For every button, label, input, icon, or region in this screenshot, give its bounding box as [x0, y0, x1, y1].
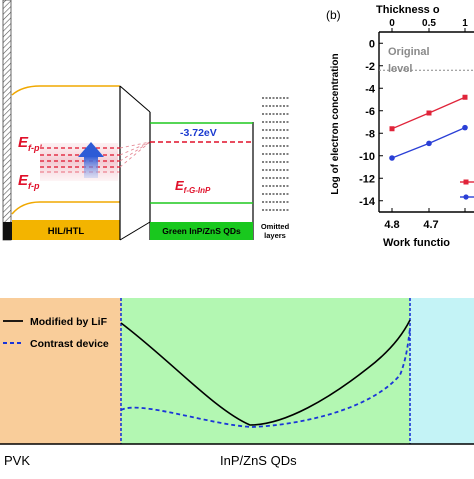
qd-region	[121, 298, 410, 444]
legend-label-modified: Modified by LiF	[30, 316, 108, 328]
fermi-lines-hil	[40, 147, 120, 173]
top-axis-title: Thickness o	[376, 4, 440, 16]
original-level-label-1: Original	[388, 46, 430, 58]
modified-by-lif-curve	[120, 319, 411, 426]
ef-p-label: Ef-p	[18, 172, 40, 191]
data-point	[462, 124, 468, 131]
profile-panel: Modified by LiF Contrast device PVK InP/…	[0, 298, 474, 468]
data-point	[389, 155, 395, 161]
qd-bar	[150, 222, 253, 240]
top-ticks: 0 0.5 1	[389, 18, 468, 32]
ef-p-prime-label: Ef-p'	[18, 134, 43, 153]
y-tick-label: -2	[365, 61, 375, 73]
x-axis-label: Work functio	[383, 237, 450, 249]
legend-label-contrast: Contrast device	[30, 338, 109, 350]
electrode-strip	[2, 0, 12, 241]
pvk-region	[0, 298, 121, 444]
hil-htl-bar	[12, 220, 120, 240]
y-axis-label: Log of electron concentration	[330, 53, 341, 194]
panel-b-label: (b)	[326, 8, 341, 22]
hil-upper-band	[11, 85, 120, 96]
original-level-label-2: level	[388, 63, 412, 75]
hil-lower-band	[11, 201, 120, 215]
omitted-layers-label-2: layers	[264, 231, 286, 240]
top-tick-label: 0.5	[422, 18, 436, 29]
legend-stubs	[460, 179, 474, 200]
energy-value-label: -3.72eV	[180, 127, 217, 139]
interface-connector-top	[119, 85, 151, 113]
legend-marker	[463, 194, 469, 200]
top-tick-label: 0	[389, 18, 395, 29]
y-tick-label: -4	[365, 83, 376, 95]
hil-htl-label: HIL/HTL	[48, 226, 85, 237]
electrode-base	[3, 222, 12, 240]
y-tick-label: -8	[365, 128, 375, 140]
data-point	[389, 126, 395, 132]
qd-region-label: InP/ZnS QDs	[220, 453, 297, 468]
series-group	[389, 94, 468, 161]
profile-legend: Modified by LiF Contrast device	[3, 316, 109, 350]
y-tick-label: -10	[359, 151, 375, 163]
bottom-tick-label: 4.8	[384, 219, 399, 231]
data-point	[426, 110, 432, 116]
fermi-lines-transition	[119, 141, 151, 168]
fermi-glow	[40, 143, 118, 181]
top-tick-label: 1	[462, 18, 468, 29]
y-tick-label: 0	[369, 38, 375, 50]
up-arrow-icon	[78, 142, 104, 178]
ef-g-inp-label: Ef-G-InP	[175, 178, 211, 195]
qd-label: Green InP/ZnS QDs	[162, 226, 241, 236]
interface-connector-bottom	[119, 221, 151, 241]
omitted-layers-label-1: Omitted	[261, 222, 290, 231]
right-region	[410, 298, 474, 444]
bottom-ticks: 4.8 4.7	[384, 208, 466, 231]
omitted-layers-lines	[262, 97, 290, 211]
y-ticks: 0 -2 -4 -6 -8 -10 -12 -14	[359, 38, 383, 208]
data-point	[426, 140, 432, 147]
band-diagram: HIL/HTL Ef-p' Ef-p	[2, 0, 290, 241]
contrast-device-curve	[120, 327, 411, 428]
pvk-label: PVK	[4, 453, 30, 468]
panel-b: (b) Thickness o Log of electron concentr…	[326, 4, 474, 249]
y-tick-label: -12	[359, 173, 375, 185]
legend-marker	[463, 179, 469, 185]
bottom-tick-label: 4.7	[423, 219, 438, 231]
data-point	[462, 94, 468, 100]
y-tick-label: -14	[359, 196, 376, 208]
y-tick-label: -6	[365, 106, 375, 118]
